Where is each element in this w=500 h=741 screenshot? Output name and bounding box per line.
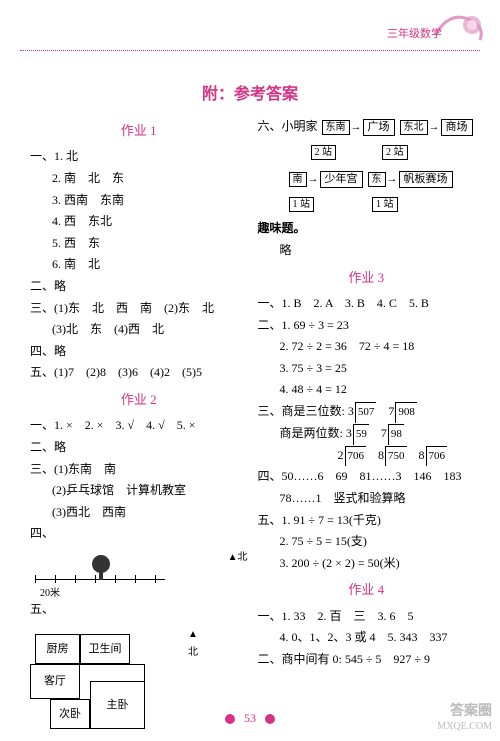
hw2-title: 作业 2	[30, 388, 248, 411]
text-line: 2706 8750 8706	[258, 445, 476, 467]
text-line: 4. 0、1、2、3 或 4 5. 343 337	[258, 627, 476, 649]
text-line: 3. 200 ÷ (2 × 2) = 50(米)	[258, 553, 476, 575]
text-line: 四、略	[30, 341, 248, 363]
text-line: 3. 75 ÷ 3 = 25	[258, 358, 476, 380]
room-wall	[80, 664, 145, 681]
text-line: 三、商是三位数: 3507 7908	[258, 401, 476, 423]
route-line: 1 站 1 站	[258, 192, 476, 215]
text-line: 二、1. 69 ÷ 3 = 23	[258, 315, 476, 337]
header-decoration: 三年级数学	[380, 0, 500, 50]
place-box: 商场	[441, 119, 473, 136]
footer-dot-icon	[225, 714, 235, 724]
watermark-url: MXQE.COM	[437, 721, 492, 733]
page-number: 53	[244, 711, 256, 725]
text-line: 二、略	[30, 437, 248, 459]
text-line: 一、1. × 2. × 3. √ 4. √ 5. ×	[30, 415, 248, 437]
place-box: 少年宫	[320, 171, 363, 188]
place-box: 广场	[363, 119, 395, 136]
fun-title: 趣味题。	[258, 218, 476, 240]
stops-box: 2 站	[382, 145, 408, 160]
room-living: 客厅	[30, 664, 80, 699]
text-line: 三、(1)东 北 西 南 (2)东 北	[30, 298, 248, 320]
stops-box: 2 站	[311, 145, 337, 160]
text-line: 四、50……6 69 81……3 146 183	[258, 466, 476, 488]
room-kitchen: 厨房	[35, 634, 80, 664]
scale-tick	[135, 575, 136, 583]
text-line: 一、1. B 2. A 3. B 4. C 5. B	[258, 293, 476, 315]
route-line: 六、小明家 东南→广场 东北→商场	[258, 115, 476, 138]
text-line: 2. 72 ÷ 2 = 36 72 ÷ 4 = 18	[258, 336, 476, 358]
scale-label: 20米	[40, 585, 60, 603]
watermark: 答案圈 MXQE.COM	[437, 704, 492, 733]
hw4-title: 作业 4	[258, 578, 476, 601]
text-line: (2)乒乓球馆 计算机教室	[30, 480, 248, 502]
north-icon: ▲北	[228, 549, 248, 567]
hw3-title: 作业 3	[258, 266, 476, 289]
text-line: 2. 南 北 东	[30, 168, 248, 190]
scale-tick	[55, 575, 56, 583]
scale-tick	[115, 575, 116, 583]
text-line: 一、1. 33 2. 百 三 3. 6 5	[258, 606, 476, 628]
direction-box: 东北	[400, 120, 428, 135]
text-line: 商是两位数: 359 798	[258, 423, 476, 445]
footer-dot-icon	[265, 714, 275, 724]
stops-box: 1 站	[372, 197, 398, 212]
text-line: 6. 南 北	[30, 254, 248, 276]
page-title: 附：参考答案	[0, 80, 500, 104]
direction-box: 东南	[322, 120, 350, 135]
right-column: 六、小明家 东南→广场 东北→商场 2 站 2 站 南→少年宫 东→帆板赛场 1…	[258, 115, 476, 681]
stops-box: 1 站	[289, 197, 315, 212]
scale-tick	[75, 575, 76, 583]
header-subject: 三年级数学	[387, 25, 442, 41]
page-footer: 53	[0, 710, 500, 726]
text-line: 78……1 竖式和验算略	[258, 488, 476, 510]
route-line: 2 站 2 站	[258, 140, 476, 163]
text-line: 2. 75 ÷ 5 = 15(支)	[258, 531, 476, 553]
scale-tick	[35, 575, 36, 583]
text-line: 二、商中间有 0: 545 ÷ 5 927 ÷ 9	[258, 649, 476, 671]
text-line: 4. 西 东北	[30, 211, 248, 233]
text-line: 五、1. 91 ÷ 7 = 13(千克)	[258, 510, 476, 532]
text-line: (3)北 东 (4)西 北	[30, 319, 248, 341]
watermark-title: 答案圈	[437, 704, 492, 721]
text-line: (3)西北 西南	[30, 502, 248, 524]
header-divider	[20, 50, 480, 51]
text-line: 一、1. 北	[30, 146, 248, 168]
scale-tick	[155, 575, 156, 583]
north-icon: ▲北	[188, 626, 198, 662]
text-line: 五、(1)7 (2)8 (3)6 (4)2 (5)5	[30, 362, 248, 384]
text-line: 4. 48 ÷ 4 = 12	[258, 379, 476, 401]
left-column: 作业 1 一、1. 北 2. 南 北 东 3. 西南 东南 4. 西 东北 5.…	[30, 115, 248, 681]
text-line: 3. 西南 东南	[30, 190, 248, 212]
direction-box: 南	[289, 172, 307, 187]
room-bathroom: 卫生间	[80, 634, 130, 664]
scale-diagram: ▲北 20米	[30, 549, 248, 599]
text-line: 三、(1)东南 南	[30, 459, 248, 481]
text-line: 略	[258, 240, 476, 262]
place-box: 帆板赛场	[399, 171, 453, 188]
text-line: 5. 西 东	[30, 233, 248, 255]
route-prefix: 六、小明家	[258, 119, 318, 133]
text-line: 四、	[30, 523, 248, 545]
content-columns: 作业 1 一、1. 北 2. 南 北 东 3. 西南 东南 4. 西 东北 5.…	[30, 115, 475, 681]
route-line: 南→少年宫 东→帆板赛场	[258, 167, 476, 190]
direction-box: 东	[368, 172, 386, 187]
text-line: 二、略	[30, 276, 248, 298]
tree-icon	[90, 554, 112, 582]
hw1-title: 作业 1	[30, 119, 248, 142]
text-line: 五、	[30, 599, 248, 621]
